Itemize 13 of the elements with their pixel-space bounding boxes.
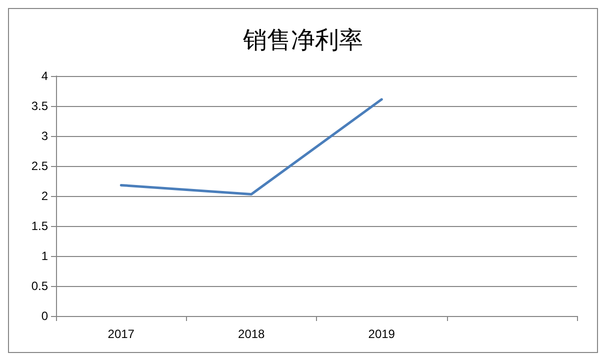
y-tick-label: 3.5	[31, 99, 48, 113]
x-tick-label: 2018	[238, 327, 266, 341]
y-tick-label: 2	[41, 189, 48, 203]
chart-title: 销售净利率	[242, 26, 363, 54]
y-tick-label: 2.5	[31, 159, 48, 173]
y-tick-label: 4	[41, 69, 48, 83]
y-tick-label: 0.5	[31, 279, 48, 293]
y-tick-label: 3	[41, 129, 48, 143]
x-tick-label: 2019	[368, 327, 396, 341]
x-tick-label: 2017	[108, 327, 135, 341]
y-tick-label: 1	[41, 249, 48, 263]
y-tick-label: 1.5	[31, 219, 48, 233]
y-tick-label: 0	[41, 309, 48, 323]
